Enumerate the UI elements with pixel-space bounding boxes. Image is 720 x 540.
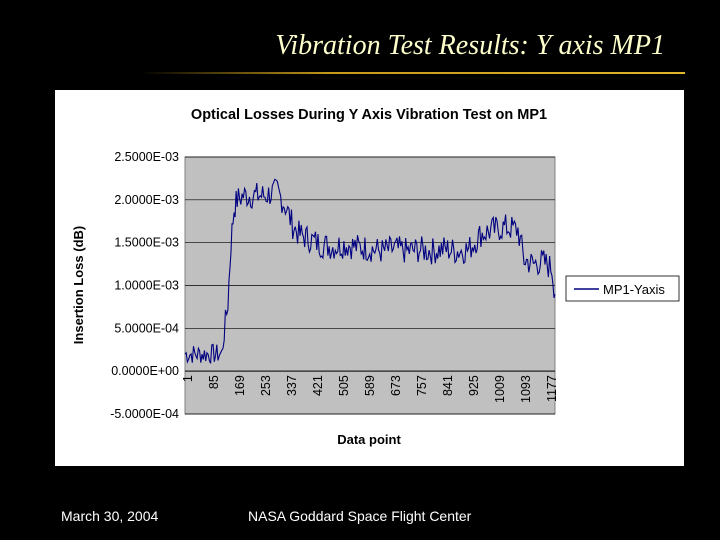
- x-tick-label: 169: [233, 375, 247, 396]
- chart-panel: Optical Losses During Y Axis Vibration T…: [55, 90, 684, 466]
- title-divider: [140, 72, 685, 74]
- legend: MP1-Yaxis: [565, 275, 680, 302]
- y-axis-label: Insertion Loss (dB): [71, 226, 86, 344]
- footer-date: March 30, 2004: [61, 508, 159, 524]
- x-tick-label: 85: [207, 375, 221, 389]
- y-tick-label: 0.0000E+00: [111, 364, 179, 378]
- y-tick-label: 1.5000E-03: [114, 236, 179, 250]
- y-tick-label: 2.5000E-03: [114, 150, 179, 164]
- axes: -5.0000E-04 0.0000E+00 5.0000E-04 1.0000E-0…: [110, 150, 559, 421]
- x-tick-label: 673: [389, 375, 403, 396]
- x-tick-label: 589: [363, 375, 377, 396]
- legend-label: MP1-Yaxis: [603, 282, 665, 297]
- x-tick-label: 1177: [545, 375, 559, 402]
- footer-organization: NASA Goddard Space Flight Center: [248, 508, 472, 524]
- chart-svg: Optical Losses During Y Axis Vibration T…: [71, 107, 680, 447]
- y-tick-label: -5.0000E-04: [110, 407, 179, 421]
- x-tick-label: 841: [441, 375, 455, 396]
- x-tick-label: 1: [181, 375, 195, 382]
- x-tick-label: 253: [259, 375, 273, 396]
- x-tick-label: 421: [311, 375, 325, 396]
- y-tick-label: 1.0000E-03: [114, 279, 179, 293]
- x-tick-label: 757: [415, 375, 429, 396]
- x-axis-label: Data point: [337, 432, 401, 447]
- x-tick-label: 337: [285, 375, 299, 396]
- x-tick-label: 1093: [519, 375, 533, 403]
- x-tick-label: 1009: [493, 375, 507, 403]
- y-tick-label: 5.0000E-04: [114, 321, 179, 335]
- x-tick-label: 505: [337, 375, 351, 396]
- series-line-mp1-yaxis: [184, 178, 556, 364]
- chart-title: Optical Losses During Y Axis Vibration T…: [191, 107, 547, 123]
- x-tick-label: 925: [467, 375, 481, 396]
- slide-title: Vibration Test Results: Y axis MP1: [275, 30, 665, 61]
- y-tick-label: 2.0000E-03: [114, 193, 179, 207]
